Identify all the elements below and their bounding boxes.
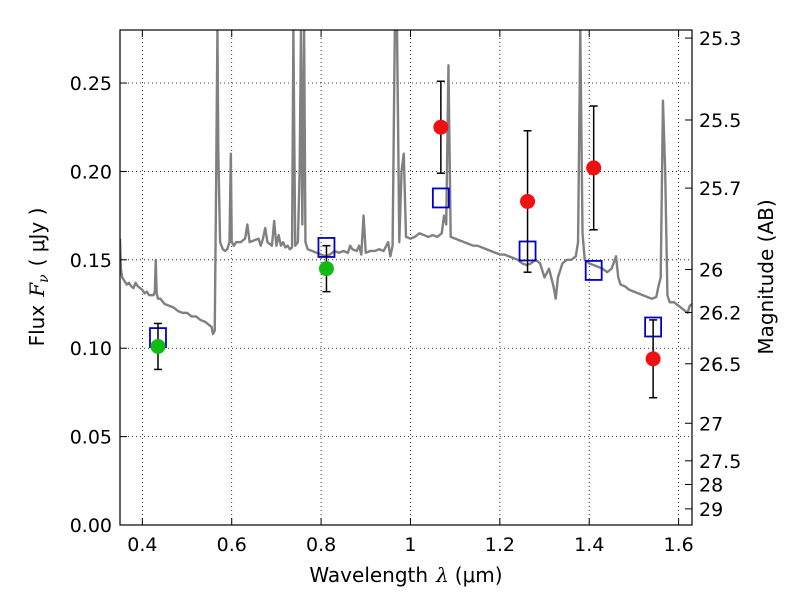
y-axis-symbol-sub: ν	[36, 274, 52, 283]
mag-tick-label: 27.5	[699, 451, 741, 473]
model-photometry-square	[431, 187, 450, 209]
y-tick-label: 0.20	[70, 161, 112, 183]
mag-tick-label: 29	[699, 499, 723, 521]
x-axis-label-text: Wavelength	[309, 563, 428, 587]
x-axis-units: (μm)	[455, 563, 503, 587]
model-photometry-square	[584, 260, 603, 281]
mag-tick-label: 26	[699, 259, 723, 281]
observed-point-red	[433, 119, 449, 135]
observed-point-green	[318, 261, 334, 277]
mag-tick-label: 28	[699, 474, 723, 496]
mag-tick-label: 26.5	[699, 354, 741, 376]
x-axis-symbol: λ	[435, 563, 449, 587]
x-tick-label: 1.2	[485, 534, 515, 556]
markers	[149, 80, 663, 399]
plot-frame	[119, 29, 693, 526]
y-axis-label-text: Flux	[25, 305, 49, 347]
y2-axis-label: Magnitude (AB)	[754, 199, 778, 354]
y-axis-units: ( μJy )	[25, 208, 49, 267]
observed-point-red	[645, 351, 661, 367]
observed-point-green	[150, 338, 166, 354]
y-axis-label: Flux Fν ( μJy )	[25, 208, 52, 347]
x-tick-label: 1	[404, 534, 416, 556]
y-tick-label: 0.10	[70, 338, 112, 360]
ticks: 0.4 0.6 0.8 1 1.2 1.4 1.6 0.00 0.05 0.10 0.15 0.20 0…	[70, 28, 742, 556]
x-tick-label: 1.4	[574, 534, 604, 556]
mag-tick-label: 25.3	[699, 28, 741, 50]
observed-point-red	[586, 160, 602, 176]
mag-tick-label: 27	[699, 413, 723, 435]
x-tick-label: 0.4	[127, 534, 157, 556]
spectrum-line	[120, 30, 692, 336]
mag-tick-label: 26.2	[699, 302, 741, 324]
x-tick-label: 1.6	[663, 534, 693, 556]
observed-point-red	[520, 193, 536, 209]
y-tick-label: 0.00	[70, 515, 112, 537]
x-tick-label: 0.6	[217, 534, 247, 556]
y-tick-label: 0.15	[70, 250, 112, 272]
x-axis-label: Wavelength λ (μm)	[309, 563, 502, 587]
y-tick-label: 0.25	[70, 73, 112, 95]
y-axis-symbol: F	[25, 282, 49, 298]
plot-area-clip-group	[120, 30, 692, 336]
mag-tick-label: 25.5	[699, 110, 741, 132]
x-tick-label: 0.8	[306, 534, 336, 556]
grid	[120, 30, 692, 526]
y-tick-label: 0.05	[70, 427, 112, 449]
mag-tick-label: 25.7	[699, 178, 741, 200]
